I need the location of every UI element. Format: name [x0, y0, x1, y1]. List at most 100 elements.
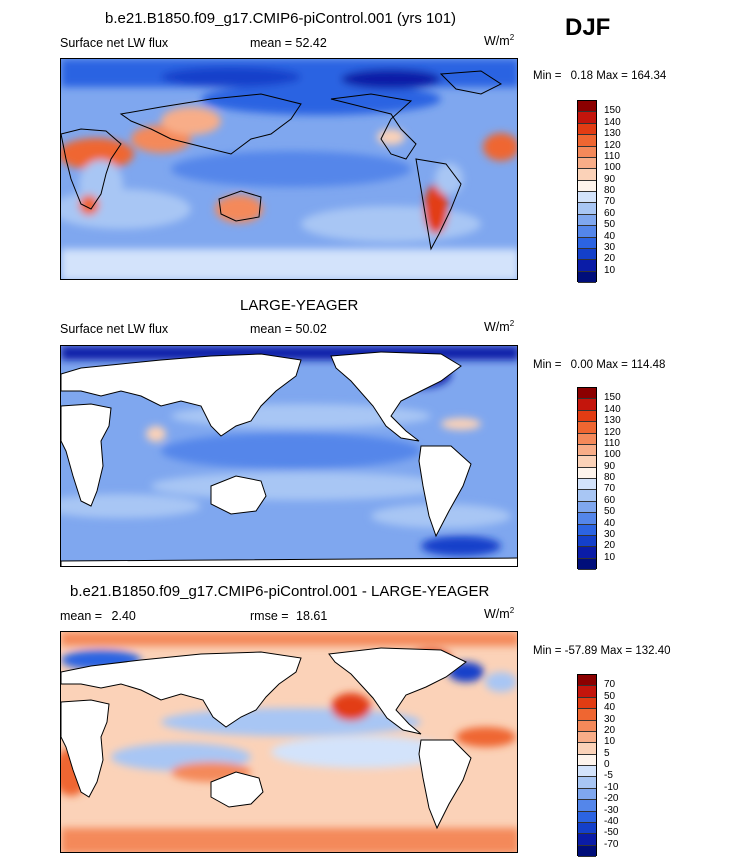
panel3-rmse-value: 18.61	[296, 609, 328, 623]
panel2-colorbar-swatch	[578, 410, 596, 423]
panel1-colorbar-swatch	[578, 214, 596, 227]
panel2-colorbar-tick-label: 20	[604, 540, 616, 552]
panel3-colorbar-tick-label: 30	[604, 713, 616, 725]
panel2-colorbar-swatch	[578, 513, 596, 525]
panel3-colorbar-swatch	[578, 800, 596, 812]
panel3-colorbar-tick-label: 50	[604, 690, 616, 702]
panel1-colorbar-tick-label: 100	[604, 162, 621, 174]
panel1-colorbar-tick-label: 150	[604, 105, 621, 117]
panel3-colorbar-swatch	[578, 675, 596, 687]
panel2-colorbar-tick-label: 150	[604, 392, 621, 404]
panel1-colorbar-tick-label: 90	[604, 173, 616, 185]
panel3-map	[60, 631, 518, 853]
panel2-colorbar-tick-label: 130	[604, 415, 621, 427]
panel1-min-value: 0.18	[570, 70, 594, 82]
panel3-units-exp: 2	[509, 606, 515, 615]
panel1-colorbar-tick-label: 110	[604, 150, 620, 162]
panel3-colorbar-swatch	[578, 731, 596, 744]
panel1-colorbar-swatch	[578, 192, 596, 204]
panel1-colorbar	[577, 100, 597, 283]
panel3-mean-label: mean =	[60, 609, 103, 623]
panel1-colorbar-swatch	[578, 180, 596, 192]
panel3-map-svg	[61, 632, 517, 852]
panel2-land	[61, 351, 517, 566]
panel3-colorbar-tick-label: 20	[604, 724, 616, 736]
panel3-colorbar-swatch	[578, 811, 596, 823]
panel2-colorbar-tick-label: 120	[604, 426, 621, 438]
panel2-max-label: Max =	[596, 359, 628, 371]
panel1-map	[60, 58, 518, 280]
panel2-colorbar-swatch	[578, 433, 596, 445]
panel1-title: b.e21.B1850.f09_g17.CMIP6-piControl.001 …	[105, 10, 457, 27]
panel1-max-label: Max =	[596, 70, 628, 82]
panel1-min-label: Min =	[533, 70, 562, 82]
panel1-mean-value: 52.42	[295, 36, 327, 50]
panel1-colorbar-swatch	[578, 157, 596, 170]
panel3-colorbar-tick-label: -5	[604, 770, 613, 782]
panel1-colorbar-swatch	[578, 226, 596, 238]
panel1-colorbar-swatch	[578, 169, 596, 181]
panel1-mean: mean = 52.42	[250, 36, 327, 50]
panel3-colorbar-tick-label: -70	[604, 838, 619, 850]
panel3-rmse: rmse = 18.61	[250, 609, 327, 623]
panel3-colorbar-tick-label: -50	[604, 827, 619, 839]
panel3-colorbar-tick-label: 40	[604, 702, 616, 714]
panel2-colorbar-swatch	[578, 456, 596, 468]
panel3-colorbar-tick-label: 10	[604, 736, 616, 748]
panel1-colorbar-tick-label: 70	[604, 196, 616, 208]
panel1-colorbar-tick-label: 120	[604, 139, 621, 151]
panel3-colorbar-swatch	[578, 686, 596, 698]
panel3-colorbar-tick-label: -40	[604, 815, 619, 827]
panel3-colorbar-swatch	[578, 754, 596, 766]
panel3-colorbar-tick-label: -20	[604, 793, 619, 805]
panel3-colorbar-swatch	[578, 822, 596, 835]
panel2-colorbar-swatch	[578, 535, 596, 548]
panel3-max-value: 132.40	[635, 645, 671, 657]
panel2-units-exp: 2	[509, 319, 515, 328]
panel2-colorbar-tick-label: 30	[604, 528, 616, 540]
panel1-colorbar-swatch	[578, 237, 596, 249]
panel2-colorbar-tick-label: 40	[604, 517, 616, 529]
panel2-colorbar-swatch	[578, 422, 596, 434]
panel3-colorbar-tick-label: -30	[604, 804, 619, 816]
panel1-colorbar-tick-label: 20	[604, 253, 616, 265]
panel1-colorbar-tick-label: 10	[604, 264, 616, 276]
panel1-colorbar-swatch	[578, 203, 596, 215]
panel3-colorbar-tick-label: 0	[604, 759, 610, 770]
panel2-max-value: 114.48	[631, 359, 666, 371]
panel1-colorbar-tick-label: 80	[604, 185, 616, 196]
panel2-minmax: Min = 0.00 Max = 114.48	[533, 359, 665, 371]
panel2-units: W/m2	[484, 319, 514, 334]
panel3-colorbar-swatch	[578, 697, 596, 710]
panel2-colorbar-tick-label: 80	[604, 472, 616, 483]
panel1-colorbar-tick-label: 30	[604, 241, 616, 253]
panel2-units-text: W/m	[484, 320, 510, 335]
panel2-colorbar-swatch	[578, 388, 596, 400]
panel2-colorbar-tick-label: 60	[604, 494, 616, 506]
panel2-mean-value: 50.02	[295, 322, 327, 336]
panel2-colorbar-swatch	[578, 558, 596, 570]
panel2-colorbar-swatch	[578, 444, 596, 457]
panel3-rmse-label: rmse =	[250, 609, 289, 623]
panel2-colorbar-swatch	[578, 501, 596, 514]
panel1-colorbar-tick-label: 50	[604, 219, 616, 231]
panel3-units-text: W/m	[484, 607, 510, 622]
panel2-mean-label: mean =	[250, 322, 293, 336]
panel2-colorbar	[577, 387, 597, 570]
panel3-colorbar	[577, 674, 597, 857]
panel1-map-svg	[61, 59, 517, 279]
panel1-variable: Surface net LW flux	[60, 36, 169, 50]
panel2-colorbar-swatch	[578, 547, 596, 559]
panel1-minmax: Min = 0.18 Max = 164.34	[533, 70, 666, 82]
panel3-colorbar-swatch	[578, 845, 596, 857]
panel1-colorbar-swatch	[578, 146, 596, 158]
panel3-colorbar-tick-label: 70	[604, 679, 616, 691]
panel1-colorbar-swatch	[578, 260, 596, 272]
panel2-colorbar-swatch	[578, 490, 596, 502]
panel2-map-svg	[61, 346, 517, 566]
panel2-colorbar-swatch	[578, 524, 596, 536]
panel3-colorbar-swatch	[578, 777, 596, 789]
panel1-colorbar-tick-label: 40	[604, 230, 616, 242]
panel2-title: LARGE-YEAGER	[240, 297, 359, 314]
panel2-mean: mean = 50.02	[250, 322, 327, 336]
